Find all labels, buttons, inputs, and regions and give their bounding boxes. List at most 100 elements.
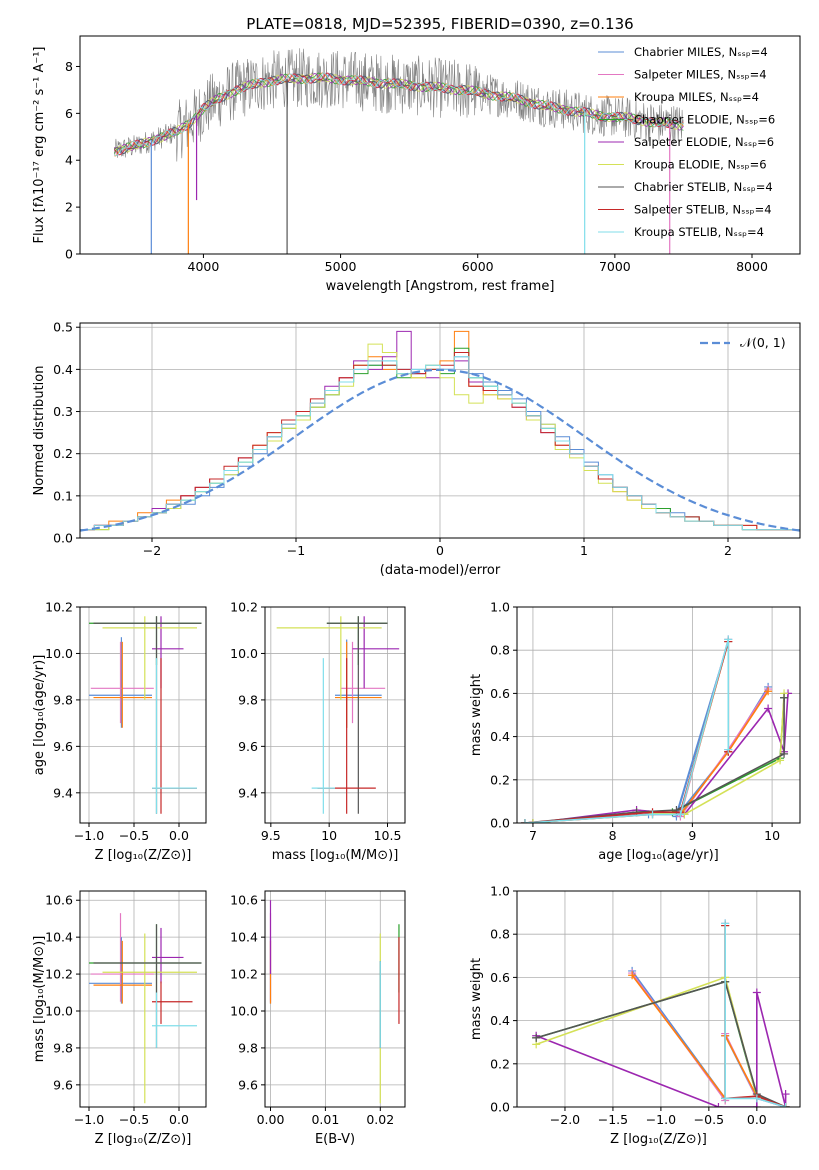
legend-label: Salpeter STELIB, Nₛₛₚ=4 — [634, 203, 772, 217]
ticks-age-vs-Z: −1.0 −0.5 0.0 9.4 9.6 9.8 10.0 10.2 Z [log₁₀(Z/Z… — [32, 600, 207, 863]
weight-series-line — [535, 980, 786, 1107]
y-tick-label: 10.6 — [45, 893, 73, 908]
axes-frame — [264, 890, 406, 1108]
weight-marker — [520, 819, 529, 823]
y-tick-label: 10.0 — [230, 646, 258, 661]
y-tick-label: 0.4 — [490, 1013, 510, 1028]
y-tick-label: 10.0 — [45, 1004, 73, 1019]
ticks-residuals: −2 −1 0 1 2 0.0 0.1 0.2 0.3 0.4 0.5 (data-model)/er… — [32, 320, 801, 578]
weight-marker — [776, 756, 785, 765]
y-axis-label: mass [log₁₀(M/M⊙)] — [32, 936, 47, 1063]
x-tick-label: 2 — [724, 543, 732, 558]
x-tick-label: 9.5 — [261, 828, 281, 843]
x-tick-label: −1 — [287, 543, 305, 558]
x-tick-label: −1.0 — [74, 1112, 104, 1127]
y-tick-label: 10.4 — [45, 930, 73, 945]
legend-label: Kroupa STELIB, Nₛₛₚ=4 — [634, 225, 764, 239]
y-tick-label: 9.4 — [53, 785, 73, 800]
errorbar-point — [326, 616, 388, 814]
ticks-weight-vs-age: 7 8 9 10 0.0 0.2 0.4 0.6 0.8 1.0 age [log₁₀(age/yr… — [469, 600, 801, 863]
y-tick-label: 0.4 — [490, 729, 510, 744]
y-tick-label: 10.0 — [45, 646, 73, 661]
y-tick-label: 0.0 — [490, 1100, 510, 1115]
y-tick-label: 9.6 — [238, 739, 258, 754]
y-tick-label: 1.0 — [490, 600, 510, 615]
errorbars-mass-vs-ebv — [269, 900, 400, 1104]
axes-frame — [79, 606, 207, 824]
errorbar-point — [102, 933, 197, 1104]
y-axis-label: Normed distribution — [32, 366, 47, 496]
weight-marker — [752, 1103, 761, 1107]
figure-title: PLATE=0818, MJD=52395, FIBERID=0390, z=0… — [246, 15, 633, 33]
y-tick-label: 10.2 — [230, 967, 258, 982]
x-tick-label: 0.0 — [747, 1112, 767, 1127]
weight-marker — [781, 1103, 790, 1107]
y-tick-label: 9.6 — [53, 1077, 73, 1092]
errorbar-point — [102, 616, 197, 700]
weight-marker — [752, 1094, 761, 1103]
weight-marker — [714, 1103, 723, 1107]
y-tick-label: 9.8 — [53, 1040, 73, 1055]
x-tick-label: 1 — [580, 543, 588, 558]
y-tick-label: 0.0 — [490, 816, 510, 831]
errorbars-mass-vs-Z — [89, 913, 202, 1104]
y-tick-label: 10.2 — [45, 967, 73, 982]
errorbar-point — [276, 616, 382, 700]
x-tick-label: 9 — [688, 828, 696, 843]
weight-lines-weight-vs-age — [520, 635, 793, 823]
y-tick-label: 4 — [65, 153, 73, 168]
errorbars-age-vs-Z — [89, 616, 202, 814]
x-tick-label: 0.0 — [169, 828, 189, 843]
data-spectrum-line — [114, 48, 684, 162]
x-tick-label: −2.0 — [550, 1112, 580, 1127]
weight-marker — [532, 1033, 541, 1042]
x-axis-label: wavelength [Angstrom, rest frame] — [326, 279, 555, 294]
axes-frame — [79, 890, 207, 1108]
model-spectrum-line — [114, 72, 684, 156]
y-tick-label: 9.6 — [53, 739, 73, 754]
y-tick-label: 10.4 — [230, 930, 258, 945]
spectrum-lines — [113, 48, 684, 254]
errorbar-point — [152, 658, 197, 814]
axes-frame — [516, 890, 801, 1108]
weight-marker — [752, 988, 761, 997]
x-axis-label: (data-model)/error — [380, 563, 501, 578]
weight-lines-weight-vs-Z — [532, 919, 790, 1107]
ticks-mass-vs-ebv: 0.00 0.01 0.02 9.6 9.8 10.0 10.2 10.4 10.6 E(B-V) — [230, 890, 406, 1147]
weight-marker — [724, 635, 733, 644]
errorbar-point — [152, 927, 184, 984]
y-axis-label: mass weight — [469, 674, 484, 756]
weight-marker — [676, 810, 685, 819]
histogram-series — [80, 356, 800, 531]
y-tick-label: 9.8 — [53, 692, 73, 707]
weight-marker — [628, 971, 637, 980]
x-tick-label: 6000 — [462, 259, 494, 274]
errorbar-point — [93, 641, 152, 728]
weight-marker — [764, 704, 773, 713]
x-tick-label: −0.5 — [119, 1112, 149, 1127]
y-tick-label: 0.3 — [53, 404, 73, 419]
legend-label: Chabrier STELIB, Nₛₛₚ=4 — [634, 180, 773, 194]
weight-marker — [764, 687, 773, 696]
y-tick-label: 10.2 — [230, 600, 258, 615]
y-tick-label: 8 — [65, 59, 73, 74]
y-tick-label: 9.6 — [238, 1077, 258, 1092]
residual-legend: 𝒩(0, 1) — [700, 335, 786, 350]
y-tick-label: 2 — [65, 200, 73, 215]
x-tick-label: 0.02 — [366, 1112, 394, 1127]
y-tick-label: 6 — [65, 106, 73, 121]
x-tick-label: −1.0 — [74, 828, 104, 843]
ticks-age-vs-mass: 9.5 10 10.5 9.4 9.6 9.8 10.0 10.2 mass [log₁₀(M/… — [230, 600, 406, 863]
errorbar-point — [152, 992, 197, 1048]
weight-marker — [724, 745, 733, 754]
model-spectrum-line — [114, 72, 684, 157]
errorbar-point — [340, 641, 386, 724]
y-tick-label: 0.5 — [53, 320, 73, 335]
weight-marker — [781, 1090, 790, 1099]
spectrum-legend: Chabrier MILES, Nₛₛₚ=4 Salpeter MILES, Nₛ… — [598, 45, 775, 239]
model-spectrum-line — [114, 73, 684, 155]
weight-marker — [721, 1094, 730, 1103]
axes-frame — [264, 606, 406, 824]
y-axis-label: Flux [fλ10⁻¹⁷ erg cm⁻² s⁻¹ A⁻¹] — [32, 47, 47, 244]
